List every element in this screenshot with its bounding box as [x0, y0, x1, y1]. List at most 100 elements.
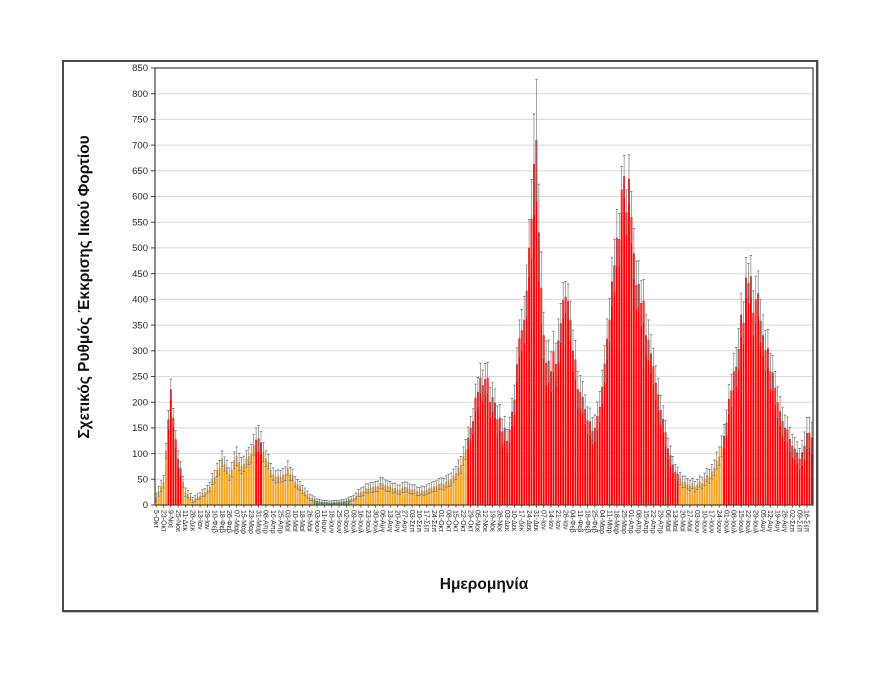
- x-tick-label: 01-Ιουλ: [722, 510, 729, 534]
- x-tick-label: 23-Μαρ: [247, 510, 254, 534]
- y-tick-label: 200: [132, 397, 148, 408]
- bar-chart-canvas: 0 50 100 150 200 250 300 350 400 450 500 550 600 650 7…: [76, 63, 814, 593]
- x-axis-title: Ημερομηνία: [440, 576, 529, 593]
- x-tick-label: 04-Μαρ: [598, 510, 605, 534]
- x-tick-label: 17-Δεκ: [518, 510, 525, 532]
- x-tick-label: 9-Νοε: [167, 510, 174, 528]
- x-tick-label: 20-Μαϊ: [678, 510, 685, 532]
- y-tick-label: 0: [143, 500, 148, 511]
- x-tick-label: 08-Οκτ: [444, 510, 451, 532]
- x-tick-label: 19-Αυγ: [773, 510, 780, 533]
- x-tick-label: 15-Μαρ: [240, 510, 247, 534]
- y-tick-label: 400: [132, 295, 148, 306]
- y-tick-label: 800: [132, 89, 148, 100]
- plot-area: 0 50 100 150 200 250 300 350 400 450 500 550 600 650 7…: [132, 63, 814, 534]
- x-tick-label: 29-Απρ: [656, 510, 663, 534]
- y-tick-label: 600: [132, 192, 148, 203]
- x-tick-label: 09-Σεπ: [795, 510, 802, 533]
- y-tick-label: 150: [132, 423, 148, 434]
- x-tick-label: 16-Σεπ: [803, 510, 810, 533]
- y-tick-label: 700: [132, 140, 148, 151]
- x-tick-label: 03-Ιουν: [313, 510, 320, 534]
- x-tick-label: 07-Μαρ: [232, 510, 239, 534]
- x-tick-label: 18-Φεβ: [218, 510, 225, 533]
- x-tick-label: 29-Ιουλ: [751, 510, 758, 534]
- x-tick-label: 01-Απρ: [627, 510, 634, 534]
- x-tick-label: 29-Οκτ: [466, 510, 473, 532]
- x-tick-label: 10-Σεπ: [415, 510, 422, 533]
- x-tick-label: 26-Νοε: [496, 510, 503, 532]
- x-tick-label: 29-Ιαν: [203, 510, 210, 530]
- x-tick-label: 08-Ιουλ: [730, 510, 737, 534]
- x-tick-label: 03-Σεπ: [408, 510, 415, 533]
- y-tick-label: 650: [132, 166, 148, 177]
- x-tick-label: 27-Μαϊ: [686, 510, 693, 532]
- y-axis-title: Σχετικός Ρυθμός Έκκρισης Ιικού Φορτίου: [76, 135, 93, 438]
- x-tick-label: 24-Σεπ: [430, 510, 437, 533]
- chart-figure: 0 50 100 150 200 250 300 350 400 450 500 550 600 650 7…: [62, 60, 818, 612]
- x-tick-label: 5-Οκτ: [152, 510, 159, 528]
- x-tick-label: 23-Ιουλ: [364, 510, 371, 534]
- x-tick-label: 05-Νοε: [474, 510, 481, 532]
- y-tick-label: 850: [132, 63, 148, 74]
- x-tick-label: 26-Φεβ: [225, 510, 232, 533]
- x-tick-marks: [155, 505, 808, 508]
- x-tick-label: 11-Φεβ: [576, 510, 583, 532]
- bars-red: [167, 140, 813, 505]
- x-tick-label: 25-Απρ: [276, 510, 283, 534]
- x-tick-label: 26-Αυγ: [781, 510, 788, 533]
- y-tick-label: 450: [132, 269, 148, 280]
- x-tick-label: 12-Αυγ: [766, 510, 773, 533]
- x-tick-label: 10-Δεκ: [510, 510, 517, 532]
- x-tick-label: 08-Απρ: [635, 510, 642, 534]
- x-tick-label: 22-Απρ: [649, 510, 656, 534]
- error-bar-caps: [155, 78, 813, 505]
- x-tick-label: 27-Αυγ: [401, 510, 408, 533]
- x-tick-label: 26-Μαϊ: [306, 510, 313, 532]
- y-tick-label: 350: [132, 320, 148, 331]
- x-tick-label: 24-Ιουν: [715, 510, 722, 534]
- x-tick-label: 22-Ιουλ: [744, 510, 751, 534]
- x-tick-label: 10-Φεβ: [210, 510, 217, 533]
- x-tick-label: 25-Μαρ: [620, 510, 627, 534]
- gridlines: [155, 93, 813, 480]
- x-tick-label: 10-Ιουν: [700, 510, 707, 534]
- x-tick-label: 25-Φεβ: [591, 510, 598, 533]
- x-tick-label: 13-Ιαν: [196, 510, 203, 530]
- x-tick-label: 01-Οκτ: [437, 510, 444, 532]
- bars-orange: [155, 444, 723, 505]
- x-tick-label: 02-Ιουλ: [342, 510, 349, 534]
- x-tick-label: 13-Αυγ: [386, 510, 393, 533]
- x-tick-label: 20-Αυγ: [393, 510, 400, 533]
- x-tick-label: 06-Μαϊ: [664, 510, 671, 532]
- error-bar-lines: [155, 79, 813, 504]
- x-tick-label: 16-Απρ: [269, 510, 276, 534]
- x-tick-label: 31-Μαρ: [254, 510, 261, 534]
- x-tick-label: 21-Ιαν: [554, 510, 561, 530]
- x-tick-label: 25-Ιουν: [335, 510, 342, 534]
- x-tick-label: 05-Αυγ: [759, 510, 766, 533]
- x-tick-label: 02-Σεπ: [788, 510, 795, 533]
- x-tick-label: 04-Φεβ: [569, 510, 576, 533]
- x-tick-label: 08-Απρ: [262, 510, 269, 534]
- x-tick-label: 23-Οκτ: [159, 510, 166, 532]
- y-tick-label: 50: [137, 474, 148, 485]
- x-tick-label: 16-Ιουλ: [357, 510, 364, 534]
- x-tick-label: 18-Ιουν: [327, 510, 334, 534]
- x-tick-label: 28-Ιαν: [561, 510, 568, 530]
- x-tick-label: 17-Σεπ: [422, 510, 429, 533]
- x-tick-label: 18-Φεβ: [583, 510, 590, 533]
- x-tick-label: 15-Απρ: [642, 510, 649, 534]
- x-tick-label: 31-Δεκ: [532, 510, 539, 532]
- x-tick-label: 25-Νοε: [174, 510, 181, 532]
- x-tick-label: 18-Μαρ: [613, 510, 620, 534]
- x-tick-label: 03-Ιουν: [693, 510, 700, 534]
- y-tick-label: 100: [132, 449, 148, 460]
- x-tick-label: 14-Ιαν: [547, 510, 554, 530]
- x-tick-label: 07-Ιαν: [539, 510, 546, 530]
- x-tick-label: 03-Μαϊ: [284, 510, 291, 532]
- x-tick-label: 19-Νοε: [488, 510, 495, 532]
- x-tick-label: 22-Οκτ: [459, 510, 466, 532]
- x-tick-label: 24-Δεκ: [525, 510, 532, 532]
